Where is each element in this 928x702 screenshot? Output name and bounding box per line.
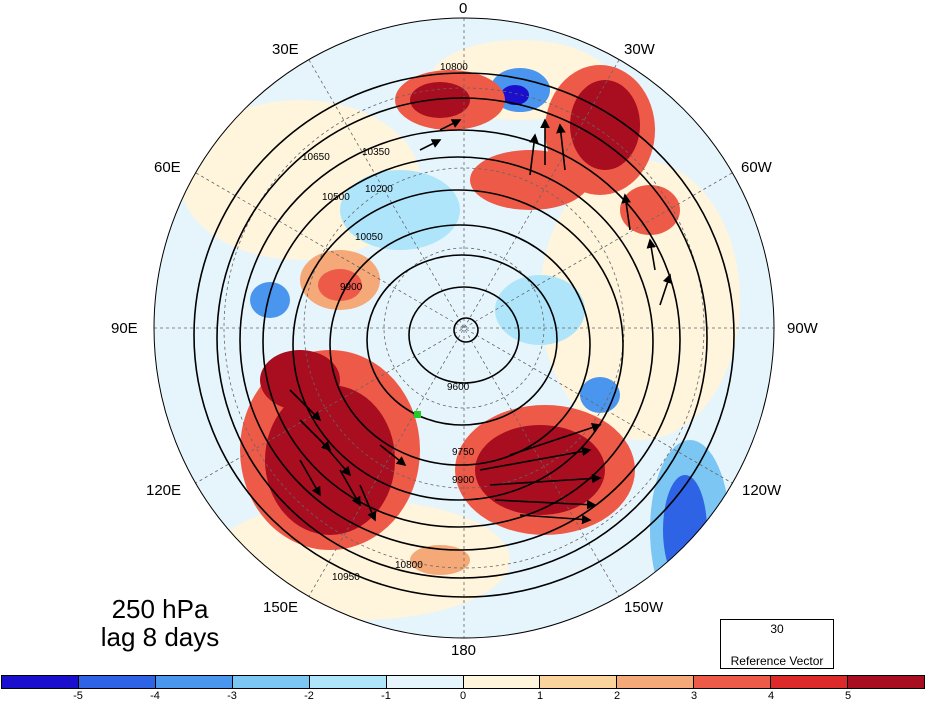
flux-vector (556, 123, 566, 171)
lon-label-30w: 30W (624, 41, 655, 58)
flux-vector (359, 484, 377, 522)
colorbar-cell (2, 676, 79, 688)
contour-label: 9900 (340, 282, 363, 293)
lon-label-90w: 90W (787, 320, 818, 337)
reference-vector-box: 30 Reference Vector (720, 619, 834, 669)
location-marker (414, 411, 421, 418)
flux-vector (489, 473, 602, 486)
reference-vector-caption: Reference Vector (730, 654, 824, 668)
colorbar-cell (848, 676, 925, 688)
colorbar-cell (540, 676, 618, 688)
title-level: 250 hPa (111, 594, 209, 624)
colorbar-cell (771, 676, 849, 688)
flux-vector (339, 469, 361, 507)
colorbar-cell (232, 676, 310, 688)
contour-label: 10950 (332, 572, 360, 583)
lon-label-60w: 60W (741, 159, 772, 176)
colorbar-tick-label: 2 (613, 690, 621, 702)
colorbar-tick-label: 0 (459, 690, 467, 702)
flux-vector (494, 499, 597, 510)
flux-vector (419, 139, 442, 151)
reference-vector-value: 30 (770, 622, 784, 636)
flux-vector (439, 119, 462, 131)
flux-vector (646, 238, 657, 271)
colorbar-tick-label: -5 (73, 690, 83, 702)
flux-vector (659, 273, 673, 306)
contour-label: 9750 (452, 447, 475, 458)
colorbar-tick-label: 5 (844, 690, 852, 702)
lon-label-60e: 60E (154, 159, 181, 176)
contour-label: 9900 (452, 475, 475, 486)
flux-vector (519, 514, 592, 525)
colorbar-cell (463, 676, 541, 688)
colorbar (1, 675, 925, 689)
flux-vector (319, 439, 352, 477)
contour-label: 10800 (440, 62, 468, 73)
colorbar-cell (155, 676, 233, 688)
lon-label-180: 180 (451, 642, 477, 659)
flux-vector (529, 133, 539, 176)
flux-vector (289, 389, 322, 422)
colorbar-tick-label: -3 (227, 690, 237, 702)
height-contours (193, 72, 735, 598)
flux-vector (479, 446, 592, 471)
colorbar-tick-label: -2 (304, 690, 314, 702)
flux-vector (621, 193, 631, 231)
colorbar-tick-label: 3 (690, 690, 698, 702)
lon-label-120e: 120E (146, 482, 182, 499)
colorbar-cell (617, 676, 695, 688)
contour-label: 10650 (302, 152, 330, 163)
colorbar-cell (386, 676, 464, 688)
globe-border (153, 17, 775, 639)
colorbar-tick-label: 1 (536, 690, 544, 702)
lon-label-0: 0 (459, 0, 468, 17)
flux-vectors (289, 118, 673, 525)
lon-label-30e: 30E (272, 41, 299, 58)
colorbar-cell (78, 676, 156, 688)
contour-labels: 10800 10650 10500 10350 10200 10050 9900… (302, 62, 475, 583)
title-lag: lag 8 days (100, 622, 220, 652)
lon-label-90e: 90E (111, 320, 138, 337)
contour-label: 10500 (322, 192, 350, 203)
colorbar-cell (694, 676, 772, 688)
contour-label: 10050 (355, 232, 383, 243)
graticule (154, 18, 774, 638)
flux-vector (379, 444, 407, 466)
lon-label-120w: 120W (742, 482, 782, 499)
colorbar-tick-label: 4 (767, 690, 775, 702)
lon-label-150e: 150E (263, 599, 299, 616)
colorbar-tick-label: -1 (381, 690, 391, 702)
flux-vector (299, 459, 321, 497)
flux-vector (509, 422, 602, 456)
contour-label: 9600 (447, 382, 470, 393)
colorbar-tick-label: -4 (150, 690, 160, 702)
colorbar-cell (309, 676, 387, 688)
contour-label: 10350 (362, 147, 390, 158)
contour-label: 10200 (365, 184, 393, 195)
contour-label: 10800 (395, 560, 423, 571)
lon-label-150w: 150W (624, 599, 664, 616)
